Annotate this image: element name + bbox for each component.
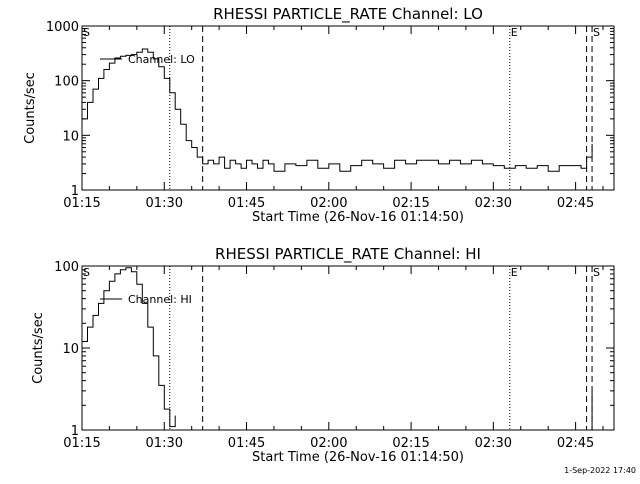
x-tick-label: 02:45 xyxy=(557,196,594,211)
y-tick-label: 10 xyxy=(62,129,79,144)
y-tick-label: 100 xyxy=(54,260,79,275)
x-tick-label: 01:15 xyxy=(63,196,100,211)
x-tick-label: 01:30 xyxy=(146,196,183,211)
y-axis-label: Counts/sec xyxy=(23,72,38,144)
series-line xyxy=(82,267,176,428)
y-axis-label: Counts/sec xyxy=(31,312,46,384)
x-tick-label: 02:00 xyxy=(310,196,347,211)
y-tick-label: 1000 xyxy=(46,20,79,35)
legend-label: Channel: HI xyxy=(128,293,192,306)
x-tick-label: 01:45 xyxy=(228,196,265,211)
plot-frame xyxy=(81,265,615,431)
x-tick-label: 02:00 xyxy=(310,436,347,451)
x-tick-label: 02:15 xyxy=(392,436,429,451)
x-tick-label: 02:45 xyxy=(557,436,594,451)
time-marker-label: E xyxy=(511,26,518,39)
x-axis-label: Start Time (26-Nov-16 01:14:50) xyxy=(252,210,464,225)
y-tick-label: 100 xyxy=(54,75,79,90)
y-tick-label: 1 xyxy=(71,424,79,439)
timestamp: 1-Sep-2022 17:40 xyxy=(564,466,636,475)
x-tick-label: 02:30 xyxy=(475,436,512,451)
chart-title: RHESSI PARTICLE_RATE Channel: LO xyxy=(213,5,483,24)
x-tick-label: 02:15 xyxy=(392,196,429,211)
time-marker-label: S xyxy=(83,26,90,39)
x-tick-label: 02:30 xyxy=(475,196,512,211)
time-marker-label: E xyxy=(511,266,518,279)
y-tick-label: 1 xyxy=(71,184,79,199)
x-tick-label: 01:45 xyxy=(228,436,265,451)
x-tick-label: 01:30 xyxy=(146,436,183,451)
time-marker-label: S xyxy=(593,266,600,279)
series-line xyxy=(82,48,593,172)
chart-title: RHESSI PARTICLE_RATE Channel: HI xyxy=(215,245,481,264)
legend-label: Channel: LO xyxy=(128,53,195,66)
plot-frame xyxy=(81,25,615,191)
y-tick-label: 10 xyxy=(62,342,79,357)
time-marker-label: S xyxy=(83,266,90,279)
x-tick-label: 01:15 xyxy=(63,436,100,451)
x-axis-label: Start Time (26-Nov-16 01:14:50) xyxy=(252,450,464,465)
time-marker-label: S xyxy=(593,26,600,39)
